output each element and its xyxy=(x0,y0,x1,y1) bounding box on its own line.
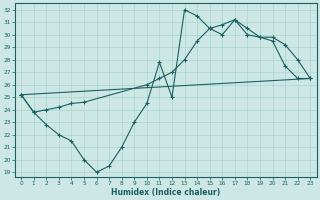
X-axis label: Humidex (Indice chaleur): Humidex (Indice chaleur) xyxy=(111,188,220,197)
